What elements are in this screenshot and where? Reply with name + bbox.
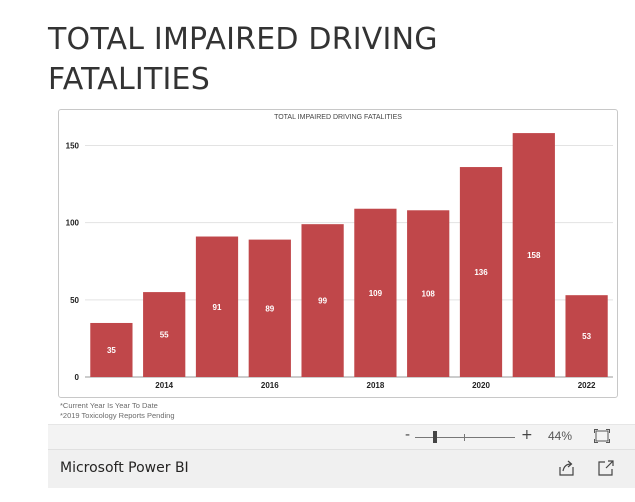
y-tick-label: 0 — [75, 373, 80, 382]
y-tick-label: 150 — [66, 141, 80, 150]
footnote-current-year: *Current Year Is Year To Date — [60, 401, 158, 410]
zoom-slider-track[interactable] — [415, 437, 515, 438]
bar-2019 — [407, 210, 450, 377]
data-label: 158 — [527, 251, 541, 260]
data-label: 55 — [160, 331, 169, 340]
zoom-level: 44% — [548, 429, 573, 443]
data-label: 35 — [107, 346, 116, 355]
bar-2014 — [143, 292, 186, 377]
zoom-in-button[interactable]: + — [521, 427, 533, 443]
bar-2018 — [354, 208, 397, 377]
zoom-bar: - + 44% — [48, 424, 635, 449]
powerbi-footer: Microsoft Power BI — [48, 449, 635, 488]
y-tick-label: 50 — [70, 296, 79, 305]
data-label: 136 — [474, 268, 488, 277]
zoom-slider-thumb[interactable] — [433, 431, 437, 443]
bar-2016 — [248, 239, 291, 377]
bar-chart: TOTAL IMPAIRED DRIVING FATALITIES 0 50 100 1… — [66, 114, 613, 390]
bar-2020 — [459, 167, 503, 377]
data-label: 91 — [213, 303, 222, 312]
footnote-toxicology: *2019 Toxicology Reports Pending — [60, 411, 175, 420]
bar-2015 — [195, 236, 239, 377]
data-label: 109 — [369, 289, 383, 298]
x-tick-label: 2016 — [261, 381, 279, 390]
x-tick-label: 2018 — [367, 381, 385, 390]
share-icon[interactable] — [558, 459, 576, 477]
chart-visual[interactable]: TOTAL IMPAIRED DRIVING FATALITIES 0 50 100 1… — [58, 109, 618, 398]
chart-title: TOTAL IMPAIRED DRIVING FATALITIES — [274, 114, 402, 121]
data-label: 108 — [422, 290, 436, 299]
fit-to-page-icon[interactable] — [594, 429, 610, 443]
data-label: 89 — [265, 304, 274, 313]
x-tick-label: 2020 — [472, 381, 490, 390]
bar-2022 — [565, 295, 608, 377]
y-tick-label: 100 — [66, 219, 80, 228]
brand-link[interactable]: Microsoft Power BI — [60, 460, 189, 476]
zoom-slider-midpoint — [464, 434, 465, 441]
open-in-new-window-icon[interactable] — [597, 459, 615, 477]
data-label: 99 — [318, 297, 327, 306]
page-title: TOTAL IMPAIRED DRIVING FATALITIES — [48, 22, 438, 97]
bar-2013 — [90, 322, 133, 377]
bar-2021 — [512, 133, 555, 377]
zoom-out-button[interactable]: - — [405, 427, 411, 443]
x-tick-label: 2014 — [155, 381, 173, 390]
data-label: 53 — [582, 332, 591, 341]
x-tick-label: 2022 — [578, 381, 596, 390]
bar-2017 — [301, 224, 344, 377]
